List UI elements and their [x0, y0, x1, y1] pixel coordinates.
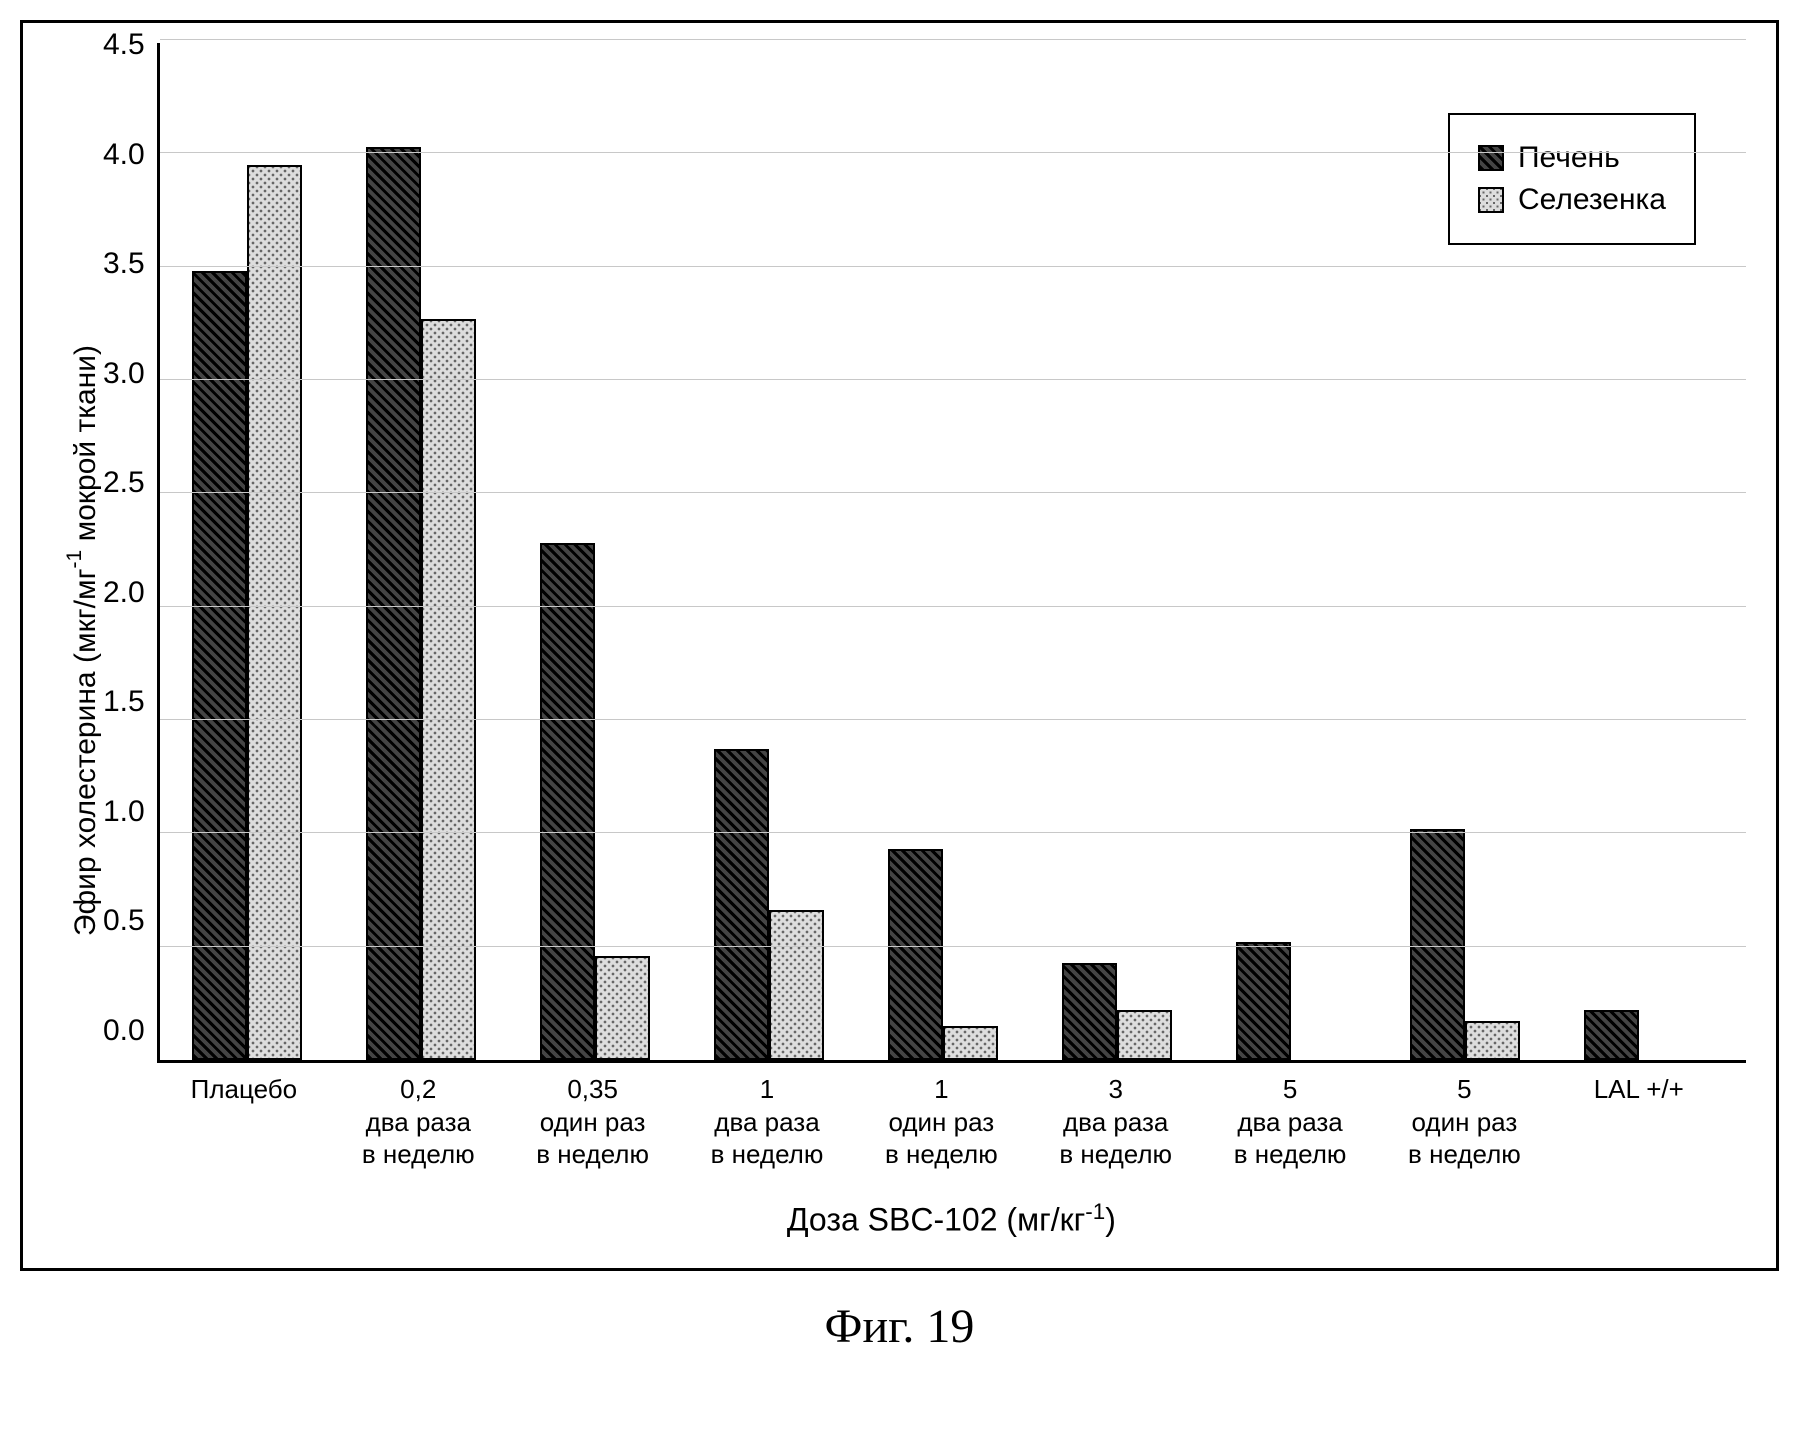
- bar-spleen: [943, 1026, 998, 1060]
- x-tick: 0,2два разав неделю: [331, 1063, 505, 1171]
- x-tick: 5два разав неделю: [1203, 1063, 1377, 1171]
- gridline: [160, 266, 1746, 267]
- y-axis-label: Эфир холестерина (мкг/мг-1 мокрой ткани): [53, 345, 103, 936]
- bar-group: [334, 147, 508, 1060]
- gridline: [160, 832, 1746, 833]
- plot-column: Плацебо0,2два разав неделю0,35один разв …: [157, 43, 1746, 1238]
- y-tick: 1.0: [103, 795, 145, 829]
- gridline: [160, 492, 1746, 493]
- y-axis-ticks: 4.5 4.0 3.5 3.0 2.5 2.0 1.5 1.0 0.5 0.0: [103, 28, 157, 1048]
- x-tick: 0,35один разв неделю: [505, 1063, 679, 1171]
- gridline: [160, 39, 1746, 40]
- x-tick: Плацебо: [157, 1063, 331, 1171]
- bar-group: [682, 749, 856, 1060]
- y-tick: 4.5: [103, 28, 145, 62]
- figure-caption: Фиг. 19: [20, 1299, 1779, 1354]
- gridline: [160, 946, 1746, 947]
- bar-spleen: [595, 956, 650, 1060]
- gridline: [160, 719, 1746, 720]
- bar-liver: [192, 271, 247, 1060]
- y-tick: 2.0: [103, 576, 145, 610]
- bar-groups: [160, 43, 1726, 1060]
- bar-group: [1030, 963, 1204, 1060]
- gridline: [160, 606, 1746, 607]
- x-tick: 3два разав неделю: [1029, 1063, 1203, 1171]
- bar-liver: [714, 749, 769, 1060]
- bar-liver: [1410, 829, 1465, 1060]
- bar-spleen: [1465, 1021, 1520, 1060]
- bar-group: [508, 543, 682, 1060]
- x-ticks-row: Плацебо0,2два разав неделю0,35один разв …: [157, 1063, 1746, 1171]
- bar-group: [1378, 829, 1552, 1060]
- bar-spleen: [421, 319, 476, 1060]
- x-tick: 1два разав неделю: [680, 1063, 854, 1171]
- bar-group: [160, 165, 334, 1060]
- bar-liver: [1062, 963, 1117, 1060]
- chart-body: Эфир холестерина (мкг/мг-1 мокрой ткани)…: [53, 43, 1746, 1238]
- bar-spleen: [247, 165, 302, 1060]
- y-tick: 0.5: [103, 904, 145, 938]
- bar-liver: [1236, 942, 1291, 1060]
- x-tick: 1один разв неделю: [854, 1063, 1028, 1171]
- y-tick: 4.0: [103, 138, 145, 172]
- bar-liver: [1584, 1010, 1639, 1060]
- chart-frame: Печень Селезенка Эфир холестерина (мкг/м…: [20, 20, 1779, 1271]
- bar-group: [856, 849, 1030, 1060]
- figure-container: Печень Селезенка Эфир холестерина (мкг/м…: [20, 20, 1779, 1354]
- y-tick: 1.5: [103, 685, 145, 719]
- y-tick: 2.5: [103, 466, 145, 500]
- x-tick: 5один разв неделю: [1377, 1063, 1551, 1171]
- bar-liver: [540, 543, 595, 1060]
- bar-group: [1552, 1010, 1726, 1060]
- bar-liver: [366, 147, 421, 1060]
- x-axis-label: Доза SBC-102 (мг/кг-1): [157, 1199, 1746, 1239]
- gridline: [160, 152, 1746, 153]
- plot-area: [157, 43, 1746, 1063]
- bar-group: [1204, 942, 1378, 1060]
- gridline: [160, 379, 1746, 380]
- x-tick: LAL +/+: [1552, 1063, 1726, 1171]
- bar-liver: [888, 849, 943, 1060]
- y-tick: 3.0: [103, 357, 145, 391]
- y-tick: 3.5: [103, 247, 145, 281]
- y-tick: 0.0: [103, 1014, 145, 1048]
- bar-spleen: [1117, 1010, 1172, 1060]
- bar-spleen: [769, 910, 824, 1060]
